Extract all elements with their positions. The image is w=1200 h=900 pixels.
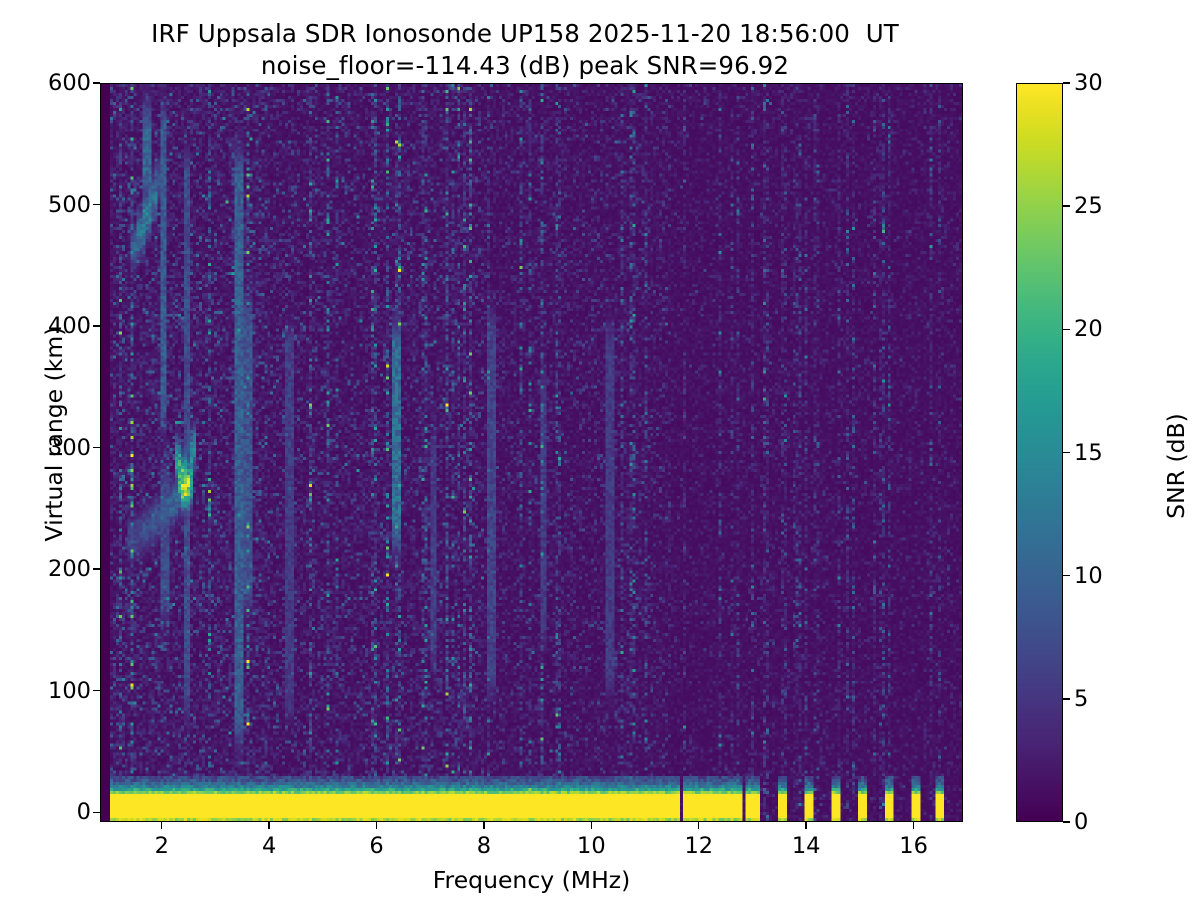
- ionogram-heatmap: [101, 84, 962, 821]
- colorbar-tick-mark: [1063, 821, 1070, 823]
- x-tick-mark: [590, 822, 593, 829]
- x-tick-label: 10: [577, 833, 606, 859]
- colorbar[interactable]: [1016, 83, 1063, 822]
- ionogram-plot-area[interactable]: [100, 83, 963, 822]
- y-tick-label: 0: [76, 799, 91, 826]
- y-tick-label: 200: [48, 556, 91, 583]
- x-tick-mark: [912, 822, 915, 829]
- y-tick-mark: [93, 325, 100, 327]
- colorbar-tick-mark: [1063, 698, 1070, 700]
- colorbar-tick-label: 30: [1074, 70, 1103, 96]
- colorbar-tick-mark: [1063, 205, 1070, 207]
- title-line-1: IRF Uppsala SDR Ionosonde UP158 2025-11-…: [151, 19, 899, 48]
- y-tick-mark: [93, 568, 100, 570]
- x-tick-mark: [161, 822, 163, 829]
- x-tick-mark: [268, 822, 270, 829]
- y-tick-mark: [93, 446, 100, 449]
- figure-title: IRF Uppsala SDR Ionosonde UP158 2025-11-…: [0, 18, 1050, 82]
- colorbar-tick-mark: [1063, 574, 1070, 577]
- x-tick-mark: [805, 822, 807, 829]
- colorbar-gradient: [1017, 84, 1062, 821]
- x-tick-label: 8: [476, 833, 492, 859]
- colorbar-tick-mark: [1063, 451, 1070, 454]
- colorbar-tick-label: 25: [1074, 193, 1103, 220]
- colorbar-tick-label: 15: [1074, 439, 1103, 466]
- colorbar-tick-label: 10: [1074, 562, 1103, 589]
- colorbar-tick-label: 5: [1074, 685, 1089, 712]
- x-tick-label: 4: [261, 833, 277, 859]
- x-axis-label: Frequency (MHz): [432, 866, 631, 894]
- x-tick-label: 14: [791, 833, 821, 859]
- colorbar-label: SNR (dB): [1162, 413, 1190, 519]
- y-tick-mark: [93, 690, 100, 692]
- y-tick-label: 600: [48, 70, 91, 96]
- x-tick-label: 12: [684, 833, 714, 859]
- x-tick-label: 6: [369, 833, 384, 859]
- colorbar-tick-label: 0: [1074, 809, 1089, 835]
- x-tick-mark: [698, 822, 700, 829]
- x-tick-mark: [483, 822, 485, 829]
- y-tick-label: 500: [48, 191, 91, 218]
- x-tick-mark: [375, 822, 378, 829]
- y-tick-mark: [93, 203, 100, 206]
- y-tick-label: 400: [48, 313, 91, 340]
- colorbar-tick-mark: [1063, 328, 1070, 331]
- y-tick-mark: [93, 82, 100, 84]
- colorbar-tick-mark: [1063, 82, 1070, 84]
- x-tick-label: 2: [154, 833, 169, 859]
- title-line-2: noise_floor=-114.43 (dB) peak SNR=96.92: [260, 50, 790, 80]
- y-tick-mark: [93, 811, 100, 813]
- y-tick-label: 100: [48, 677, 91, 704]
- x-tick-label: 16: [899, 833, 928, 859]
- colorbar-tick-label: 20: [1074, 316, 1103, 343]
- y-tick-label: 300: [48, 434, 91, 461]
